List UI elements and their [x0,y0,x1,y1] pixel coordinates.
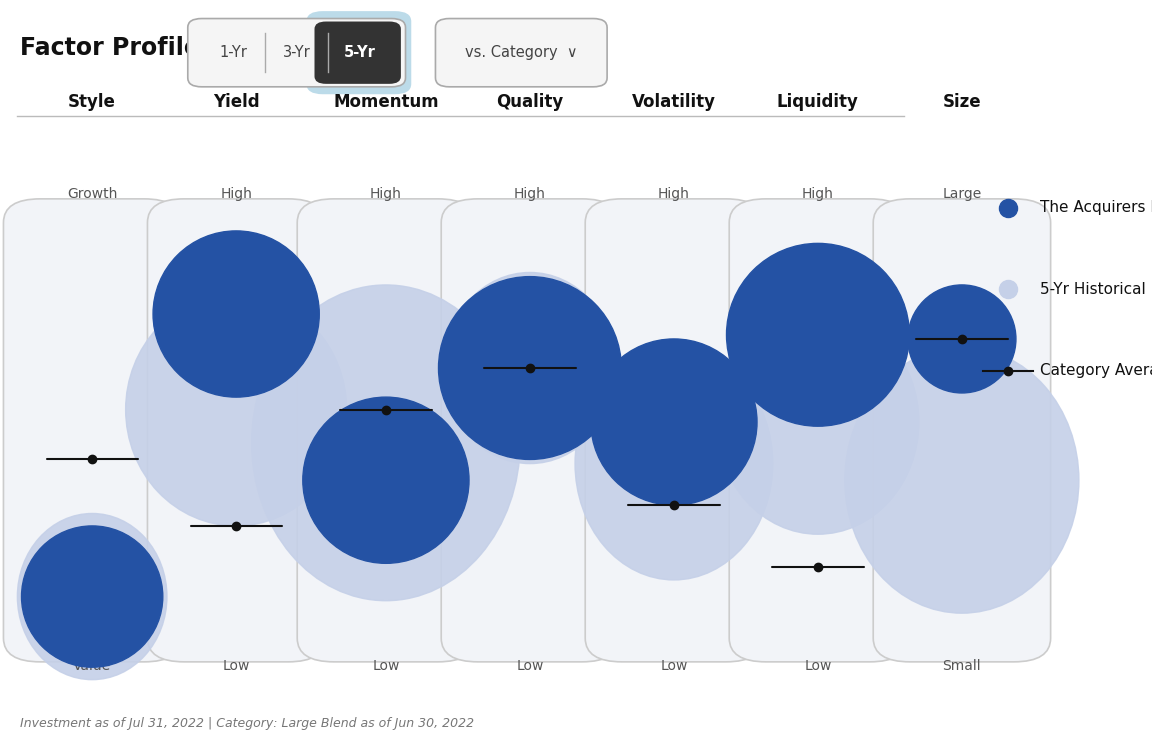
Text: vs. Category  ∨: vs. Category ∨ [465,45,577,60]
Ellipse shape [575,347,773,580]
FancyBboxPatch shape [306,11,411,94]
Text: Yield: Yield [213,93,259,111]
Text: Investment as of Jul 31, 2022 | Category: Large Blend as of Jun 30, 2022: Investment as of Jul 31, 2022 | Category… [20,717,473,730]
Text: Low: Low [372,660,400,673]
Text: Low: Low [804,660,832,673]
Text: Momentum: Momentum [333,93,439,111]
Text: Low: Low [222,660,250,673]
FancyBboxPatch shape [873,199,1051,662]
Text: Low: Low [660,660,688,673]
Ellipse shape [908,285,1016,393]
FancyBboxPatch shape [441,199,619,662]
FancyBboxPatch shape [147,199,325,662]
Text: 3-Yr: 3-Yr [282,45,311,60]
Ellipse shape [17,513,167,680]
Ellipse shape [439,277,621,459]
Text: The Acquirers ETF: The Acquirers ETF [1040,200,1152,215]
Text: Volatility: Volatility [632,93,715,111]
FancyBboxPatch shape [3,199,181,662]
Ellipse shape [22,526,162,667]
Text: Large: Large [942,188,982,201]
FancyBboxPatch shape [188,19,406,87]
FancyBboxPatch shape [314,22,401,84]
Ellipse shape [303,397,469,563]
Text: High: High [220,188,252,201]
Ellipse shape [153,231,319,397]
Ellipse shape [251,285,521,601]
FancyBboxPatch shape [435,19,607,87]
Ellipse shape [844,347,1079,613]
Text: High: High [802,188,834,201]
Text: Liquidity: Liquidity [776,93,859,111]
FancyBboxPatch shape [585,199,763,662]
Text: Small: Small [942,660,982,673]
Text: High: High [514,188,546,201]
Text: Factor Profile: Factor Profile [20,36,199,60]
FancyBboxPatch shape [729,199,907,662]
Text: Quality: Quality [497,93,563,111]
Text: Category Average: Category Average [1040,364,1152,378]
Text: 1-Yr: 1-Yr [219,45,248,60]
Ellipse shape [727,243,909,426]
Text: High: High [658,188,690,201]
Text: High: High [370,188,402,201]
Ellipse shape [591,339,757,505]
Ellipse shape [126,293,347,526]
FancyBboxPatch shape [297,199,475,662]
Text: Low: Low [516,660,544,673]
Text: Value: Value [73,660,112,673]
Text: Growth: Growth [67,188,118,201]
Ellipse shape [444,272,616,464]
Text: 5-Yr Historical Range: 5-Yr Historical Range [1040,282,1152,297]
Text: 5-Yr: 5-Yr [344,45,376,60]
Text: Size: Size [942,93,982,111]
Text: Style: Style [68,93,116,111]
Ellipse shape [717,310,919,534]
